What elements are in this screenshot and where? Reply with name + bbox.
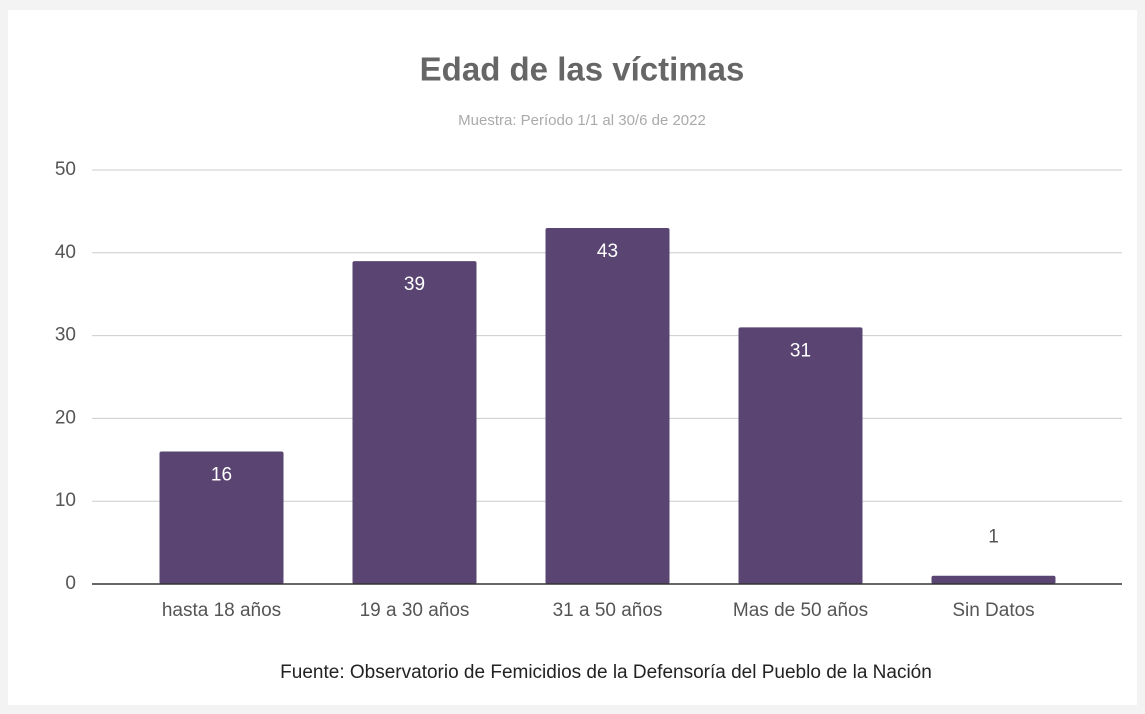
y-tick-label: 0 bbox=[65, 573, 76, 594]
chart-title: Edad de las víctimas bbox=[420, 51, 745, 88]
x-tick-label: hasta 18 años bbox=[162, 600, 281, 621]
y-tick-label: 30 bbox=[55, 325, 76, 346]
value-label: 43 bbox=[597, 241, 618, 262]
source-note: Fuente: Observatorio de Femicidios de la… bbox=[280, 662, 932, 683]
bar bbox=[931, 575, 1056, 584]
x-tick-label: 19 a 30 años bbox=[360, 600, 470, 621]
y-tick-label: 50 bbox=[55, 159, 76, 180]
value-label: 39 bbox=[404, 274, 425, 295]
chart-subtitle: Muestra: Período 1/1 al 30/6 de 2022 bbox=[458, 112, 706, 129]
bar bbox=[159, 451, 284, 584]
value-label: 1 bbox=[988, 527, 999, 548]
x-tick-label: Sin Datos bbox=[952, 600, 1034, 621]
y-tick-label: 40 bbox=[55, 242, 76, 263]
bar bbox=[545, 227, 670, 584]
bar bbox=[738, 327, 863, 584]
y-tick-label: 20 bbox=[55, 407, 76, 428]
x-tick-label: Mas de 50 años bbox=[733, 600, 868, 621]
bar bbox=[352, 261, 477, 584]
value-label: 31 bbox=[790, 340, 811, 361]
y-tick-label: 10 bbox=[55, 490, 76, 511]
x-tick-label: 31 a 50 años bbox=[553, 600, 663, 621]
value-label: 16 bbox=[211, 465, 232, 486]
